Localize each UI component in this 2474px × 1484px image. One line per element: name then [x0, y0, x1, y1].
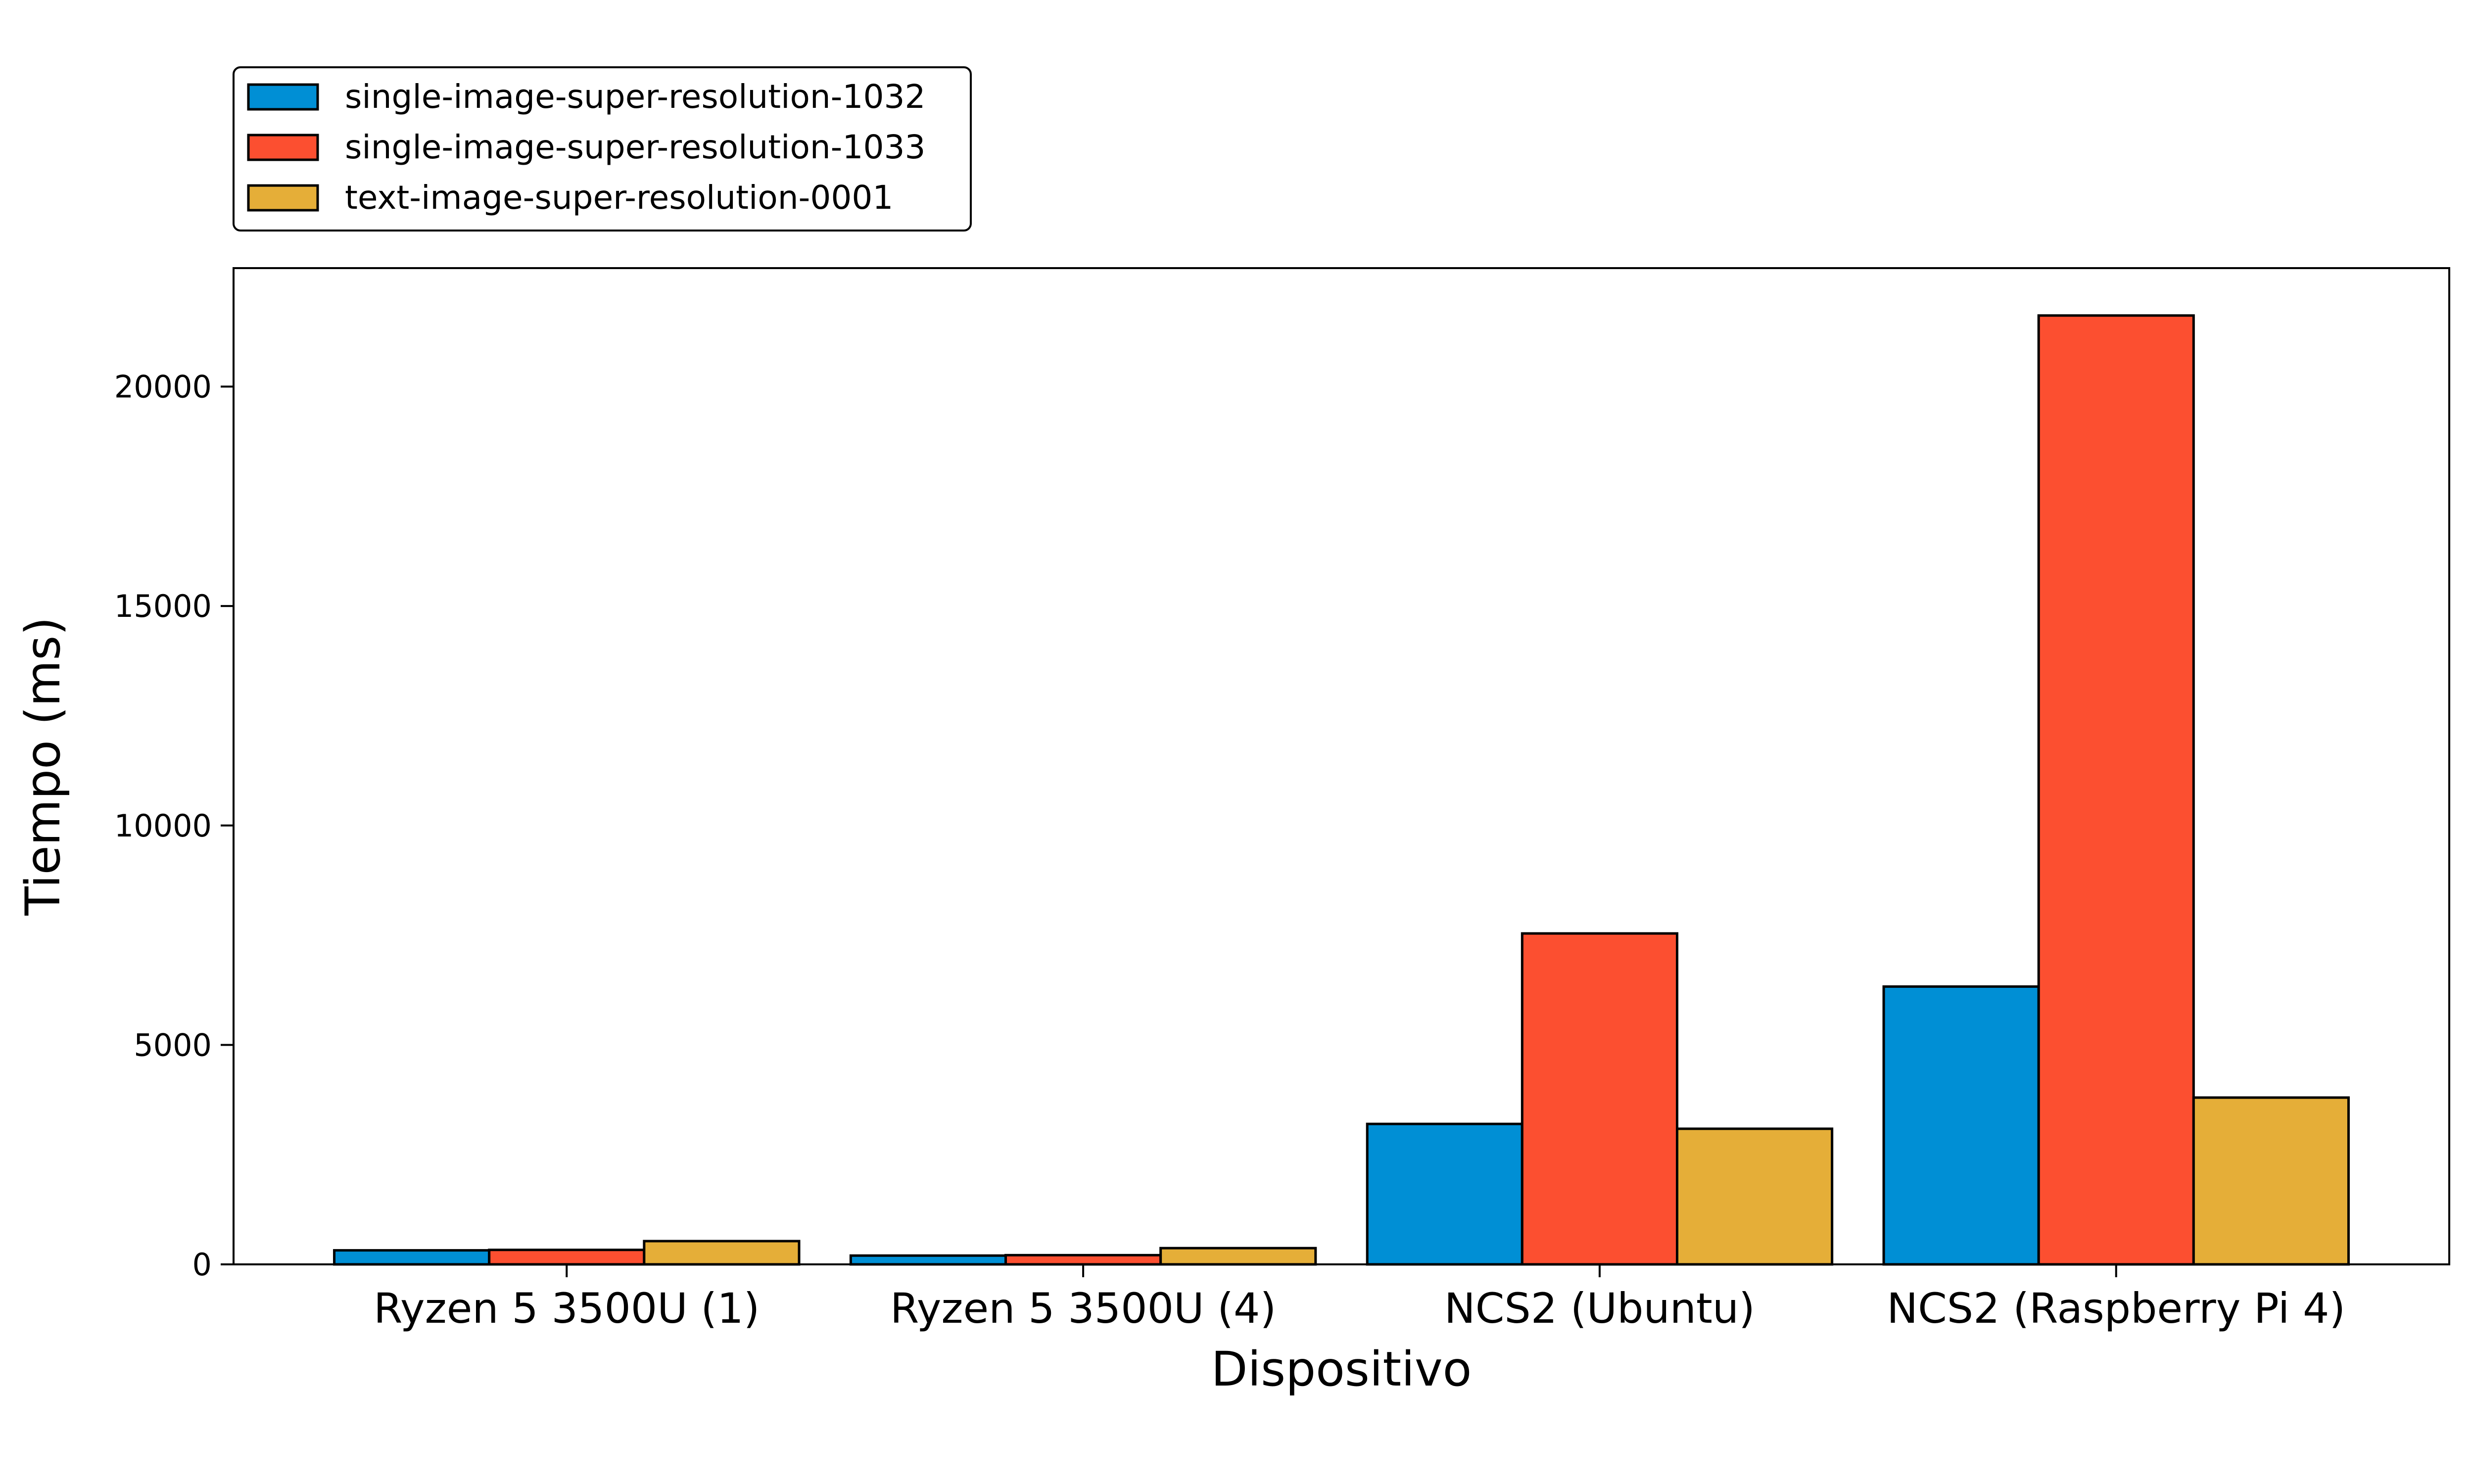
x-axis-label: Dispositivo — [1211, 1342, 1472, 1397]
legend: single-image-super-resolution-1032 single… — [233, 66, 972, 232]
bar-3-3 — [1675, 1127, 1834, 1266]
bar-2-4 — [2037, 314, 2195, 1266]
bar-2-3 — [1521, 932, 1678, 1266]
y-axis-label: Tiempo (ms) — [15, 617, 71, 916]
bar-3-4 — [2192, 1096, 2350, 1266]
legend-label: text-image-super-resolution-0001 — [345, 179, 893, 217]
y-tick-label: 0 — [192, 1247, 212, 1283]
x-tick-label: NCS2 (Raspberry Pi 4) — [1887, 1284, 2345, 1333]
bar-1-4 — [1882, 985, 2040, 1266]
legend-swatch — [247, 83, 319, 111]
legend-swatch — [247, 184, 319, 212]
y-tick-label: 15000 — [114, 588, 212, 624]
bars-layer — [333, 314, 2350, 1266]
x-tick-label: Ryzen 5 3500U (4) — [890, 1284, 1276, 1333]
bar-1-1 — [333, 1249, 491, 1266]
y-tick-label: 20000 — [114, 369, 212, 405]
x-tick-label: NCS2 (Ubuntu) — [1444, 1284, 1755, 1333]
bar-2-1 — [488, 1249, 646, 1266]
bar-3-2 — [1159, 1247, 1317, 1266]
bar-1-2 — [849, 1254, 1007, 1266]
legend-label: single-image-super-resolution-1032 — [345, 78, 925, 116]
plot-area-frame — [233, 267, 2450, 1265]
legend-label: single-image-super-resolution-1033 — [345, 128, 925, 166]
y-tick-label: 5000 — [134, 1027, 212, 1063]
x-axis: Ryzen 5 3500U (1) Ryzen 5 3500U (4) NCS2 (… — [374, 1264, 2345, 1333]
y-axis: 0 5000 10000 15000 20000 — [114, 369, 234, 1283]
bar-3-1 — [643, 1240, 801, 1266]
bar-2-2 — [1004, 1253, 1162, 1266]
y-tick-label: 10000 — [114, 808, 212, 844]
legend-swatch — [247, 134, 319, 161]
x-tick-label: Ryzen 5 3500U (1) — [374, 1284, 760, 1333]
legend-box — [233, 66, 972, 232]
bar-1-3 — [1366, 1122, 1523, 1266]
